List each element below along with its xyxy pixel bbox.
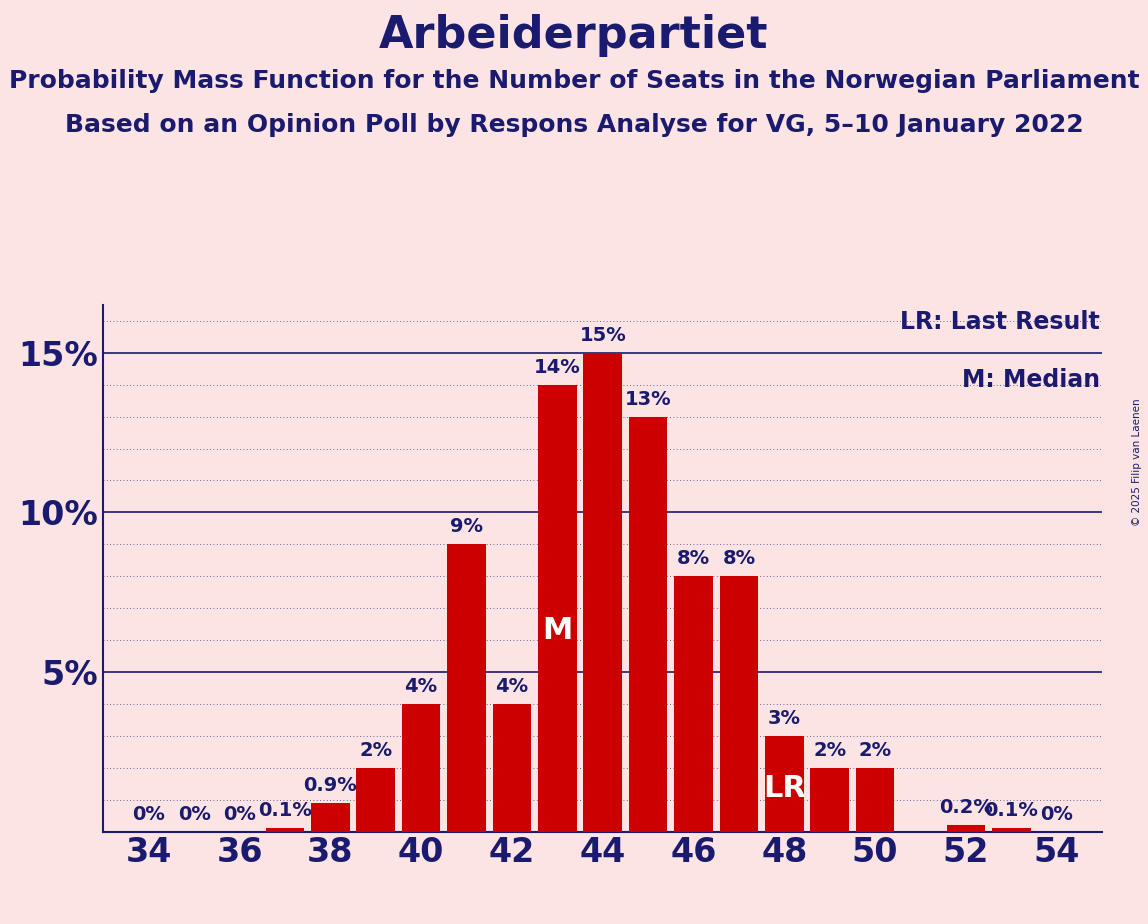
- Text: 4%: 4%: [495, 677, 528, 696]
- Text: Based on an Opinion Poll by Respons Analyse for VG, 5–10 January 2022: Based on an Opinion Poll by Respons Anal…: [64, 113, 1084, 137]
- Bar: [855, 768, 894, 832]
- Text: LR: LR: [763, 774, 806, 803]
- Text: 8%: 8%: [677, 549, 711, 568]
- Text: 2%: 2%: [359, 741, 393, 760]
- Text: 14%: 14%: [534, 358, 581, 377]
- Text: 2%: 2%: [813, 741, 846, 760]
- Text: 0%: 0%: [223, 805, 256, 823]
- Bar: [674, 577, 713, 832]
- Bar: [265, 829, 304, 832]
- Bar: [810, 768, 850, 832]
- Bar: [402, 704, 441, 832]
- Text: 0.2%: 0.2%: [939, 798, 993, 817]
- Bar: [765, 736, 804, 832]
- Text: 9%: 9%: [450, 517, 483, 536]
- Text: 0.9%: 0.9%: [303, 776, 357, 795]
- Text: 0.1%: 0.1%: [984, 801, 1038, 821]
- Text: 0%: 0%: [1040, 805, 1073, 823]
- Bar: [992, 829, 1031, 832]
- Bar: [947, 825, 985, 832]
- Bar: [583, 353, 622, 832]
- Bar: [448, 544, 486, 832]
- Text: Arbeiderpartiet: Arbeiderpartiet: [379, 14, 769, 57]
- Text: 8%: 8%: [722, 549, 755, 568]
- Text: 0.1%: 0.1%: [258, 801, 312, 821]
- Text: Probability Mass Function for the Number of Seats in the Norwegian Parliament: Probability Mass Function for the Number…: [9, 69, 1139, 93]
- Text: LR: Last Result: LR: Last Result: [900, 310, 1100, 334]
- Text: 0%: 0%: [178, 805, 210, 823]
- Bar: [720, 577, 758, 832]
- Text: 13%: 13%: [625, 390, 672, 408]
- Text: © 2025 Filip van Laenen: © 2025 Filip van Laenen: [1132, 398, 1142, 526]
- Text: 0%: 0%: [132, 805, 165, 823]
- Text: 15%: 15%: [580, 326, 626, 345]
- Bar: [356, 768, 395, 832]
- Bar: [538, 384, 576, 832]
- Text: M: Median: M: Median: [962, 368, 1100, 392]
- Bar: [492, 704, 532, 832]
- Bar: [629, 417, 667, 832]
- Text: 3%: 3%: [768, 709, 801, 728]
- Bar: [311, 803, 350, 832]
- Text: 4%: 4%: [404, 677, 437, 696]
- Text: M: M: [542, 616, 573, 645]
- Text: 2%: 2%: [859, 741, 892, 760]
